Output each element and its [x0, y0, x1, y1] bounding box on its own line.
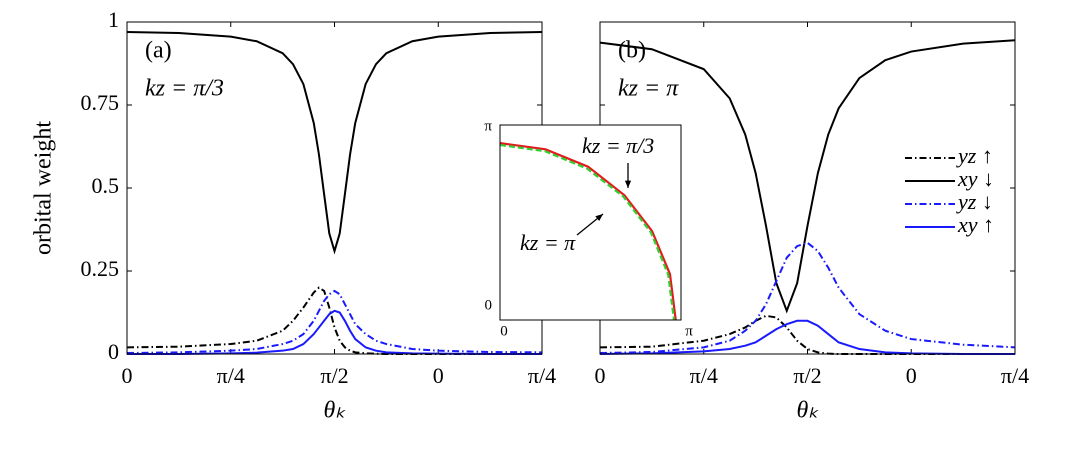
series-line: [126, 30, 543, 255]
panel-label: (b): [618, 38, 646, 64]
legend-label: yz ↑: [956, 143, 993, 168]
x-tick-label: π/2: [320, 363, 348, 388]
legend-label: xy ↑: [957, 212, 994, 237]
legend-label: yz ↓: [956, 189, 993, 214]
panel-label: (a): [145, 38, 172, 64]
axes-background: [127, 22, 542, 354]
x-tick-label: π: [685, 323, 693, 339]
x-tick-label: π/2: [793, 363, 821, 388]
axes-frame: [499, 124, 682, 321]
annotation: kz = π/3: [582, 133, 654, 158]
series-line: [126, 289, 543, 354]
series-line: [599, 39, 1016, 314]
y-axis-label: orbital weight: [31, 121, 57, 255]
y-tick-label: 0: [485, 297, 493, 313]
series-line: [499, 142, 677, 321]
x-tick-label: π/4: [1001, 363, 1029, 388]
x-tick-label: π/4: [690, 363, 718, 388]
series-line: [499, 143, 676, 321]
annotation: kz = π: [520, 230, 576, 255]
x-tick-label: 0: [500, 323, 508, 339]
legend-label: xy ↓: [957, 166, 994, 191]
x-axis-label: θₖ: [796, 398, 819, 424]
panel-subtitle: kz = π/3: [145, 76, 224, 102]
x-tick-label: π/4: [528, 363, 556, 388]
x-tick-label: 0: [433, 363, 444, 388]
x-tick-label: 0: [595, 363, 606, 388]
x-axis-label: θₖ: [323, 398, 346, 424]
y-tick-label: 0.75: [81, 90, 120, 115]
x-tick-label: π/4: [217, 363, 245, 388]
y-tick-label: 1: [108, 7, 119, 32]
x-tick-label: 0: [122, 363, 133, 388]
axes-background: [500, 125, 681, 320]
panel-subtitle: kz = π: [618, 76, 679, 102]
arrow-head: [624, 180, 632, 188]
series-line: [599, 241, 1016, 354]
y-tick-label: 0: [108, 339, 119, 364]
series-line: [126, 286, 542, 355]
x-tick-label: 0: [906, 363, 917, 388]
series-line: [127, 309, 542, 355]
arrow-head: [595, 214, 603, 222]
y-tick-label: 0.5: [92, 173, 120, 198]
series-line: [599, 319, 1015, 355]
y-tick-label: 0.25: [81, 256, 120, 281]
y-tick-label: π: [484, 118, 492, 134]
